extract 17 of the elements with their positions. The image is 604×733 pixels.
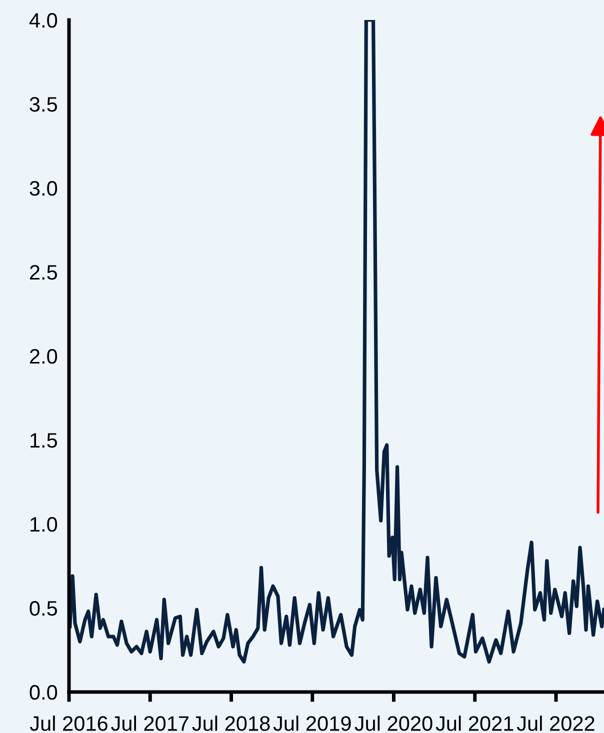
x-tick-label: Jul 2018	[192, 716, 270, 731]
y-tick-label: 3.0	[30, 181, 58, 196]
y-tick-label: 2.5	[30, 265, 58, 280]
y-tick-label: 1.5	[30, 433, 58, 448]
x-tick-label: Jul 2017	[111, 716, 188, 731]
y-tick-label: 1.0	[30, 517, 58, 532]
x-tick-label: Jul 2021	[436, 716, 514, 731]
x-tick-label: Jul 2019	[273, 716, 351, 731]
y-tick-label: 2.0	[30, 349, 58, 364]
x-tick-label: Jul 2022	[516, 716, 594, 731]
line-series	[69, 20, 604, 664]
y-tick-label: 3.5	[30, 97, 58, 112]
y-tick-label: 4.0	[29, 13, 58, 28]
x-tick-label: Jul 2016	[30, 716, 108, 731]
y-tick-label: 0.5	[30, 601, 58, 616]
y-tick-label: 0.0	[30, 685, 58, 700]
x-tick-label: Jul 2020	[354, 716, 432, 731]
